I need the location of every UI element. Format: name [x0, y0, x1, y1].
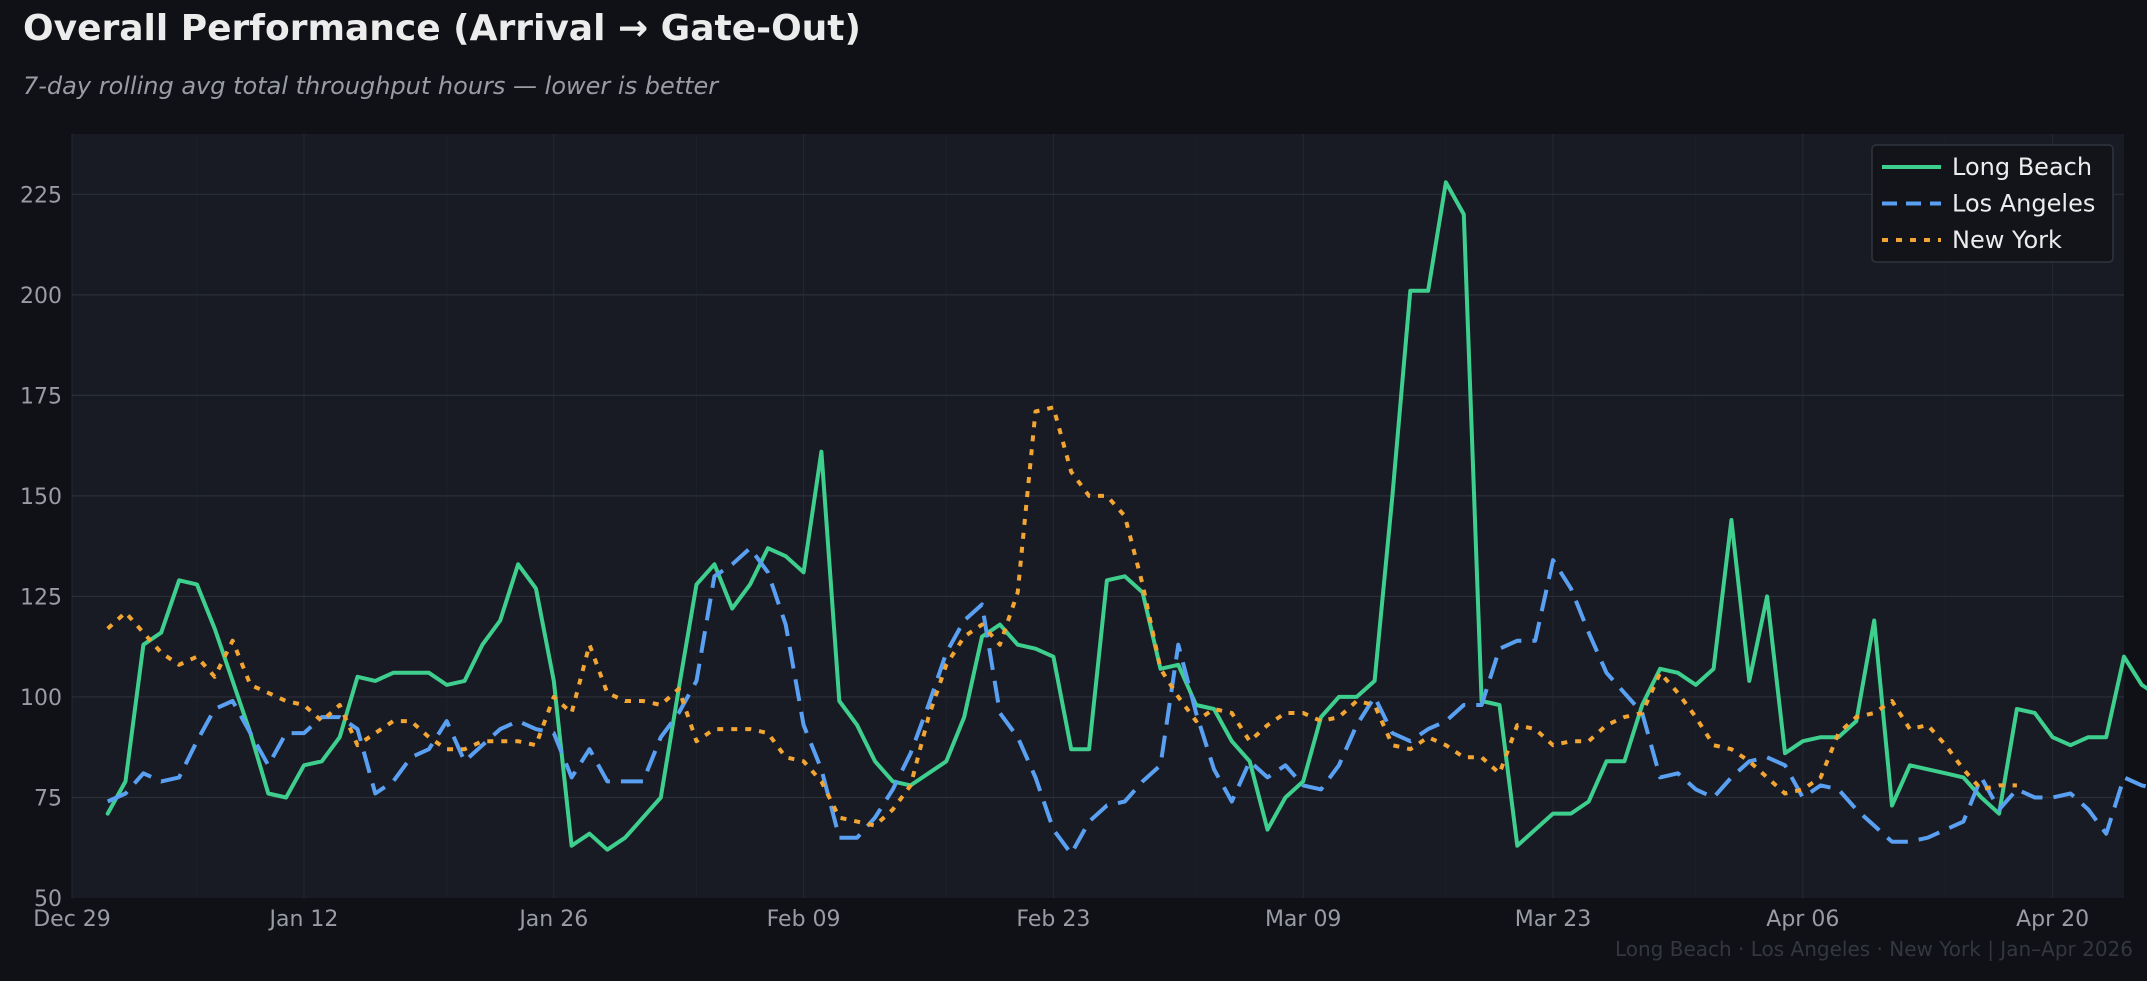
x-tick-label: Mar 09: [1265, 907, 1342, 932]
legend-label: New York: [1952, 226, 2062, 254]
x-tick-label: Dec 29: [33, 907, 111, 932]
x-tick-label: Jan 12: [268, 907, 339, 932]
legend: Long Beach Los Angeles New York: [1871, 144, 2114, 263]
series-line-new-york: [106, 405, 2017, 828]
y-tick-label: 125: [20, 585, 62, 610]
x-tick-label: Feb 09: [767, 907, 841, 932]
x-tick-label: Jan 26: [517, 907, 588, 932]
gridlines: [71, 134, 2124, 898]
plot-area: [72, 134, 2124, 898]
legend-label: Los Angeles: [1952, 190, 2095, 218]
footer-caption: Long Beach · Los Angeles · New York | Ja…: [1614, 937, 2133, 961]
y-tick-label: 200: [20, 284, 62, 309]
y-tick-label: 150: [20, 485, 62, 510]
legend-box: [1871, 144, 2114, 263]
x-tick-label: Apr 06: [1766, 907, 1839, 932]
chart-subtitle: 7-day rolling avg total throughput hours…: [23, 72, 719, 100]
x-axis: Dec 29 Jan 12 Jan 26 Feb 09 Feb 23 Mar 09 Mar …: [33, 907, 2089, 932]
x-tick-label: Mar 23: [1515, 907, 1592, 932]
y-tick-label: 50: [34, 887, 62, 912]
series-line-los-angeles: [106, 546, 2147, 856]
series-lines: [105, 180, 2147, 856]
y-axis: 50 75 100 125 150 175 200 225: [20, 183, 62, 912]
y-tick-label: 75: [34, 786, 62, 811]
series-line-long-beach: [105, 180, 2147, 852]
x-tick-label: Apr 20: [2016, 907, 2089, 932]
y-tick-label: 225: [20, 183, 62, 208]
y-tick-label: 100: [20, 686, 62, 711]
legend-label: Long Beach: [1952, 153, 2092, 181]
x-tick-label: Feb 23: [1016, 907, 1090, 932]
y-tick-label: 175: [20, 384, 62, 409]
chart-title: Overall Performance (Arrival → Gate-Out): [23, 8, 861, 49]
